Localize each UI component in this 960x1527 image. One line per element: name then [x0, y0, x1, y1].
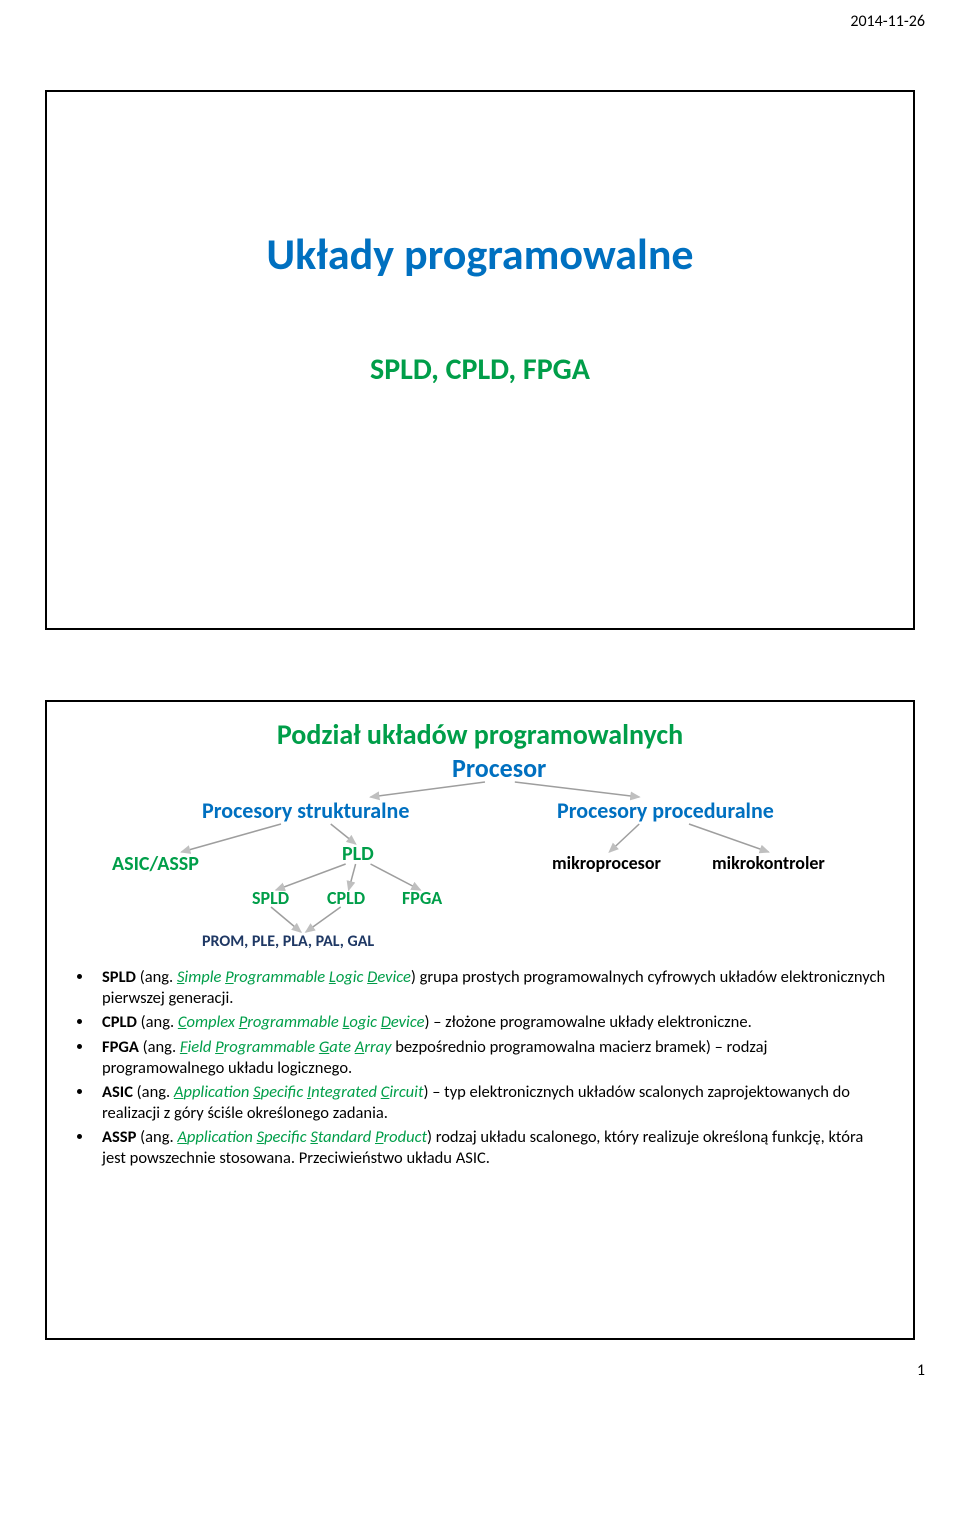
bullet-spld: SPLD (ang. Simple Programmable Logic Dev… [94, 967, 888, 1008]
tree-diagram: Procesor Procesory strukturalne Procesory … [72, 752, 888, 962]
page: 2014-11-26 Układy programowalne SPLD, CP… [0, 0, 960, 1390]
term: CPLD [102, 1012, 137, 1032]
bullet-asic: ASIC (ang. Application Specific Integrat… [94, 1082, 888, 1123]
node-fpga: FPGA [402, 887, 442, 909]
node-prom: PROM, PLE, PLA, PAL, GAL [202, 932, 374, 951]
node-mcon: mikrokontroler [712, 852, 825, 874]
slide2-title: Podział układów programowalnych [72, 717, 888, 752]
term: ASIC [102, 1082, 133, 1102]
slide1-subtitle: SPLD, CPLD, FPGA [47, 351, 913, 388]
node-proc: Procesory proceduralne [557, 797, 774, 824]
node-strukt: Procesory strukturalne [202, 797, 409, 824]
header-date: 2014-11-26 [850, 12, 925, 31]
node-cpld: CPLD [327, 887, 365, 909]
node-pld: PLD [342, 842, 374, 866]
node-procesor: Procesor [452, 752, 546, 784]
bullet-cpld: CPLD (ang. Complex Programmable Logic De… [94, 1012, 888, 1033]
bullet-assp: ASSP (ang. Application Specific Standard… [94, 1127, 888, 1168]
definitions-list: SPLD (ang. Simple Programmable Logic Dev… [72, 967, 888, 1169]
slide1-title: Układy programowalne [47, 227, 913, 281]
term: SPLD [102, 967, 136, 987]
node-mpro: mikroprocesor [552, 852, 661, 874]
node-asic: ASIC/ASSP [112, 852, 199, 876]
slide-1: Układy programowalne SPLD, CPLD, FPGA [45, 90, 915, 630]
slide-2: Podział układów programowalnych Procesor… [45, 700, 915, 1340]
node-spld: SPLD [252, 887, 289, 909]
bullet-fpga: FPGA (ang. Field Programmable Gate Array… [94, 1037, 888, 1078]
term: FPGA [102, 1037, 143, 1057]
page-number: 1 [917, 1361, 925, 1380]
term: ASSP [102, 1127, 136, 1147]
